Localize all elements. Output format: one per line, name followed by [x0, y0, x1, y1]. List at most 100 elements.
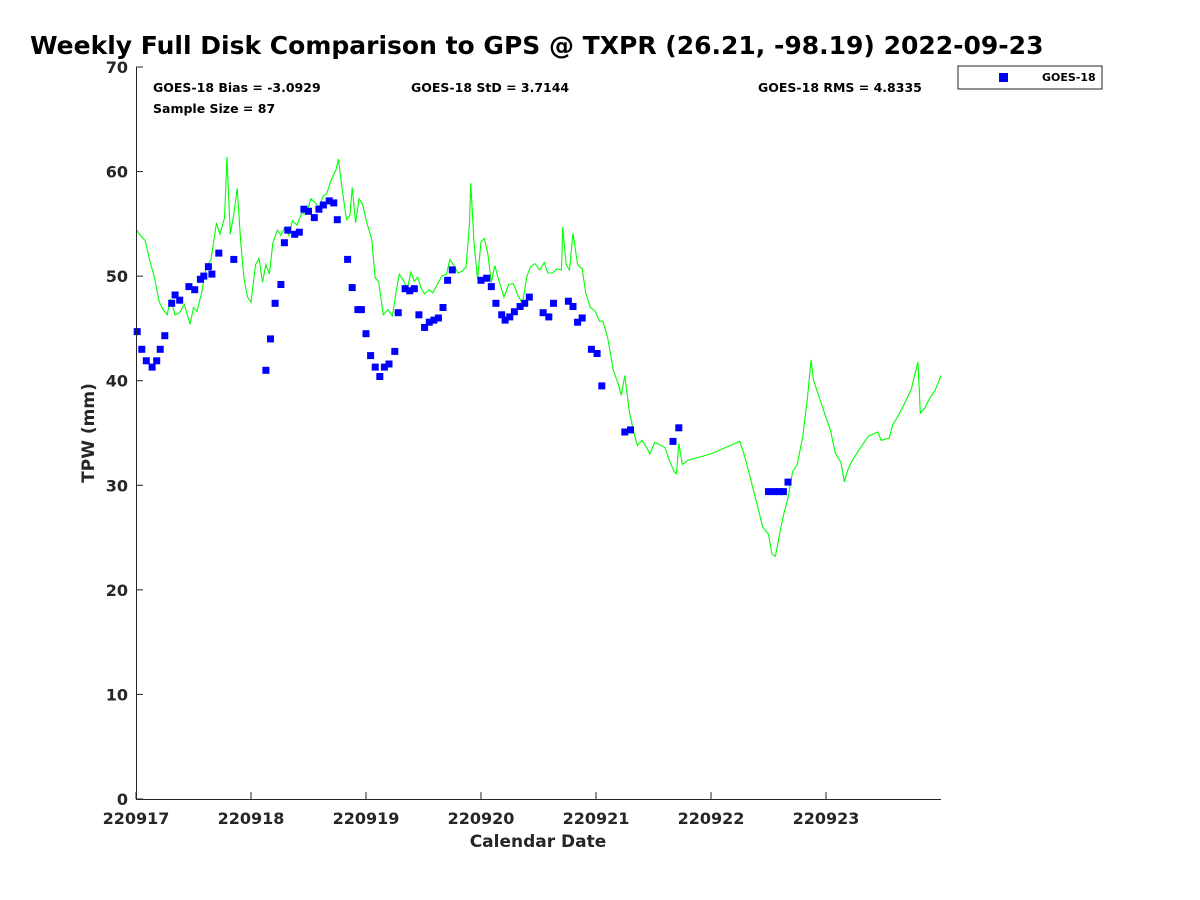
goes-18-point — [587, 345, 595, 353]
goes-18-point — [425, 318, 433, 326]
goes-18-point — [770, 488, 778, 496]
legend-box — [957, 65, 1103, 90]
goes-18-point — [501, 316, 509, 324]
goes-18-point — [153, 357, 161, 365]
goes-18-point — [394, 309, 402, 317]
goes-18-point — [295, 228, 303, 236]
goes-18-point — [525, 293, 533, 301]
goes-18-point — [362, 330, 370, 338]
y-ticks: 0 10 20 30 40 50 60 70 — [106, 58, 143, 809]
goes-18-point — [775, 488, 783, 496]
x-tick-label: 220919 — [333, 809, 400, 828]
goes-18-point — [598, 382, 606, 390]
goes-18-point — [779, 488, 787, 496]
goes-18-point — [621, 428, 629, 436]
goes-18-point — [191, 286, 199, 294]
goes-18-point — [156, 345, 164, 353]
scatter-layer — [133, 197, 792, 496]
goes-18-point — [675, 424, 683, 432]
legend: GOES-18 — [957, 65, 1103, 90]
goes-18-point — [578, 314, 586, 322]
goes-18-point — [138, 345, 146, 353]
plot-area — [133, 156, 942, 558]
goes-18-point — [434, 314, 442, 322]
goes-18-point — [498, 311, 506, 319]
y-axis-label: TPW (mm) — [79, 383, 99, 483]
x-tick-label: 220923 — [793, 809, 860, 828]
goes-18-point — [291, 230, 299, 238]
legend-label: GOES-18 — [1042, 71, 1096, 84]
goes-18-point — [510, 308, 518, 316]
y-tick-label: 70 — [106, 58, 128, 77]
goes-18-point — [325, 197, 333, 205]
std-stat: GOES-18 StD = 3.7144 — [411, 80, 569, 95]
goes-18-point — [487, 283, 495, 291]
goes-18-point — [208, 270, 216, 278]
goes-18-point — [330, 199, 338, 207]
goes-18-point — [506, 313, 514, 321]
goes-18-point — [483, 274, 491, 282]
goes-18-point — [539, 309, 547, 317]
legend-marker — [999, 73, 1008, 82]
goes-18-point — [148, 363, 156, 371]
sample-size-stat: Sample Size = 87 — [153, 101, 275, 116]
goes-18-point — [550, 299, 557, 307]
goes-18-point — [371, 363, 379, 371]
goes-18-point — [168, 299, 176, 307]
x-tick-label: 220918 — [218, 809, 285, 828]
goes-18-point — [300, 205, 308, 213]
goes-18-point — [357, 306, 365, 314]
goes-18-point — [439, 304, 447, 311]
goes-18-point — [574, 318, 582, 326]
goes-18-point — [344, 255, 352, 263]
x-tick-label: 220920 — [448, 809, 515, 828]
gps-line-layer — [135, 156, 942, 558]
goes-18-point — [406, 287, 414, 295]
goes-18-point — [669, 437, 677, 445]
goes-18-point — [415, 311, 423, 319]
goes-18-point — [267, 335, 274, 343]
goes-18-point — [421, 323, 429, 331]
y-tick-label: 10 — [106, 685, 128, 704]
goes-18-point — [348, 284, 356, 292]
goes-18-point — [410, 285, 418, 293]
goes-18-point — [516, 303, 524, 310]
goes-18-point — [230, 255, 238, 263]
x-tick-label: 220921 — [563, 809, 630, 828]
chart-title: Weekly Full Disk Comparison to GPS @ TXP… — [30, 31, 1043, 60]
goes-18-point — [262, 366, 270, 374]
goes-18-point — [277, 281, 285, 288]
y-tick-label: 30 — [106, 476, 128, 495]
x-tick-label: 220917 — [103, 809, 170, 828]
y-tick-label: 50 — [106, 267, 128, 286]
goes-18-point — [280, 239, 288, 247]
goes-18-point — [477, 276, 485, 284]
goes-18-point — [385, 360, 393, 368]
goes-18-point — [133, 328, 141, 336]
goes-18-point — [784, 478, 792, 486]
goes-18-point — [376, 373, 384, 380]
rms-stat: GOES-18 RMS = 4.8335 — [758, 80, 922, 95]
goes-18-point — [430, 316, 438, 324]
goes-18-point — [569, 303, 577, 310]
goes-18-point — [444, 276, 452, 284]
goes-18-point — [315, 205, 323, 213]
y-tick-label: 20 — [106, 581, 128, 600]
goes-18-point — [593, 350, 601, 357]
goes-18-point — [204, 263, 212, 271]
goes-18-point — [142, 357, 150, 365]
x-tick-label: 220922 — [678, 809, 745, 828]
goes-18-point — [319, 201, 327, 209]
goes-18-point — [521, 299, 529, 307]
gps-series-line — [135, 156, 942, 558]
goes-18-point — [448, 266, 456, 274]
goes-18-point — [627, 426, 634, 434]
x-axis-label: Calendar Date — [470, 832, 607, 852]
goes-18-point — [367, 352, 375, 360]
y-tick-label: 0 — [117, 790, 128, 809]
goes-18-point — [401, 285, 409, 293]
goes-18-point — [171, 291, 179, 299]
goes-18-point — [215, 249, 223, 257]
y-tick-label: 60 — [106, 163, 128, 182]
